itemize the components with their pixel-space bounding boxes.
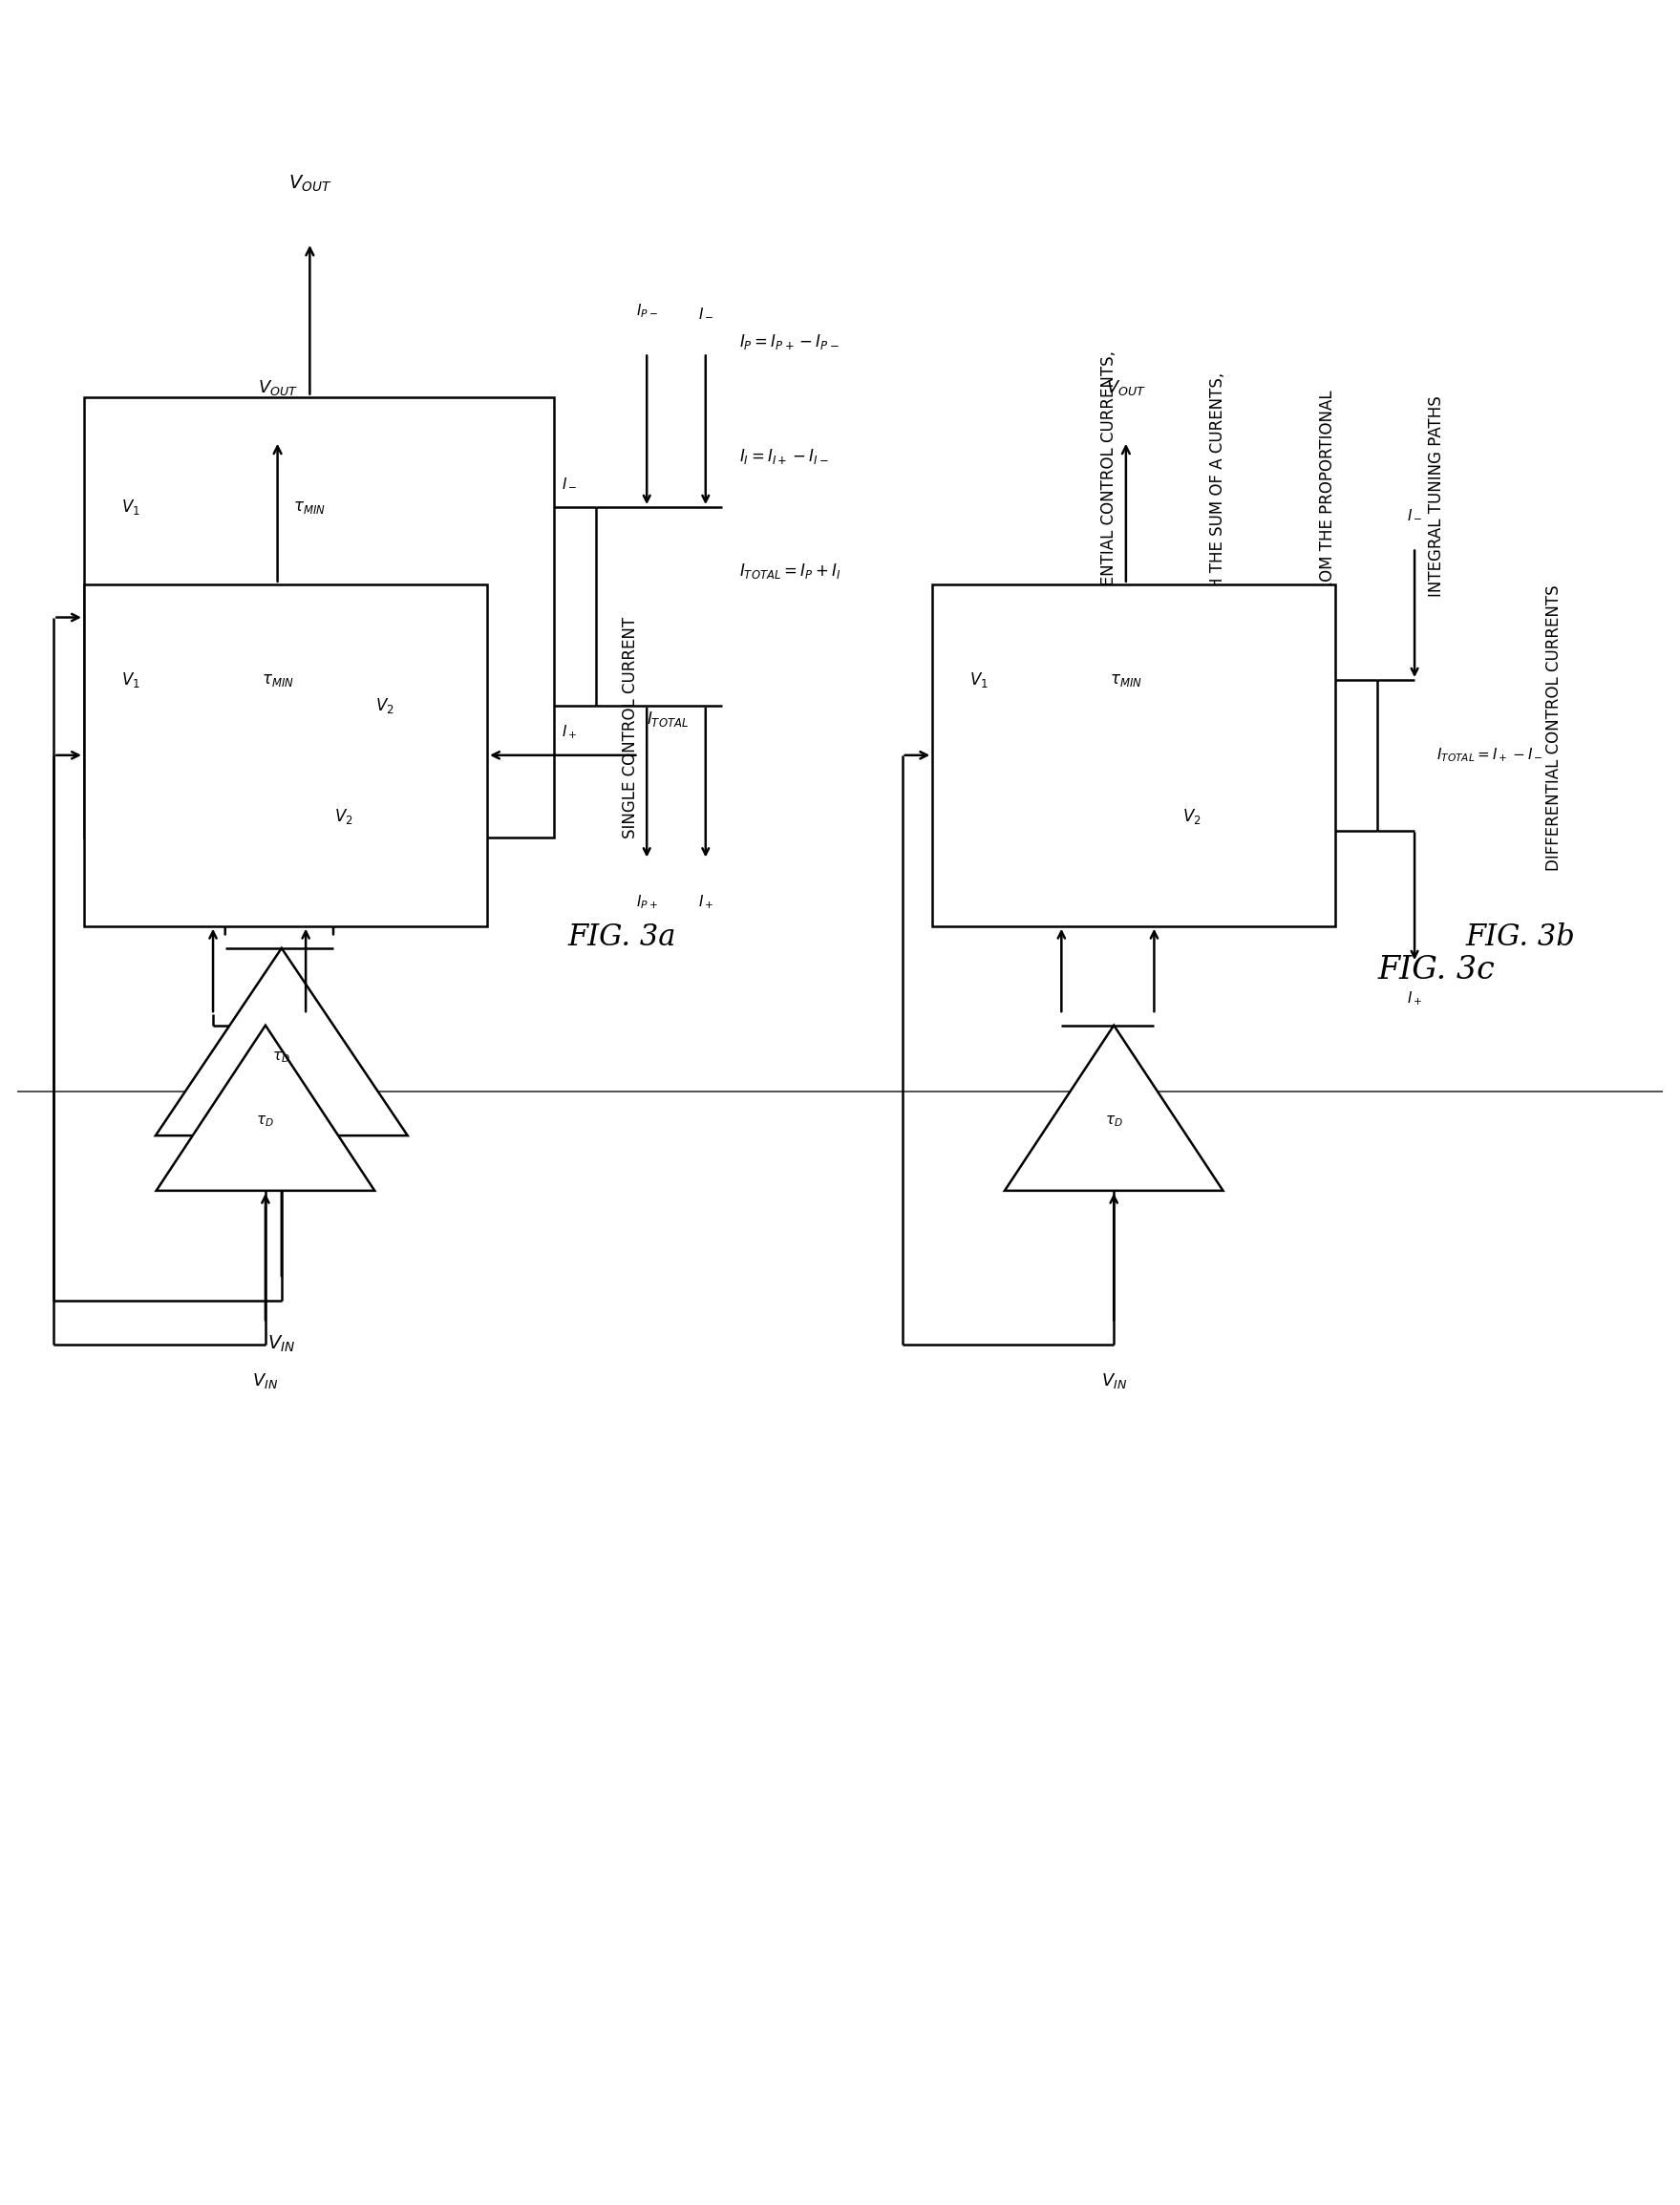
Text: $I_{TOTAL}$: $I_{TOTAL}$ (647, 710, 689, 730)
Text: $V_2$: $V_2$ (376, 697, 395, 714)
Text: $V_{IN}$: $V_{IN}$ (252, 1372, 279, 1391)
Polygon shape (1005, 1025, 1223, 1191)
Text: $\tau_D$: $\tau_D$ (272, 1050, 291, 1065)
Text: DIFFERENTIAL CONTROL CURRENTS: DIFFERENTIAL CONTROL CURRENTS (1546, 584, 1562, 871)
Text: $\tau_D$: $\tau_D$ (1105, 1114, 1122, 1129)
Text: $I_{TOTAL}=I_P+I_I$: $I_{TOTAL}=I_P+I_I$ (739, 562, 842, 580)
Text: DIFFERENTIAL CONTROL CURRENTS,: DIFFERENTIAL CONTROL CURRENTS, (1100, 351, 1117, 642)
Text: $I_+$: $I_+$ (561, 723, 576, 741)
Text: $V_{IN}$: $V_{IN}$ (267, 1334, 296, 1354)
Text: $V_2$: $V_2$ (1183, 807, 1201, 827)
Text: FIG. 3c: FIG. 3c (1378, 955, 1495, 986)
Text: $I_-$: $I_-$ (561, 476, 576, 490)
Text: FIG. 3a: FIG. 3a (568, 922, 675, 953)
Text: $V_1$: $V_1$ (969, 670, 988, 690)
Text: $V_{IN}$: $V_{IN}$ (1100, 1372, 1127, 1391)
Text: $V_1$: $V_1$ (121, 498, 139, 516)
Text: $I_+$: $I_+$ (1406, 990, 1423, 1008)
Text: $V_2$: $V_2$ (334, 807, 353, 827)
Text: EACH THE SUM OF A CURENTS,: EACH THE SUM OF A CURENTS, (1210, 373, 1226, 620)
Text: $\tau_{MIN}$: $\tau_{MIN}$ (262, 673, 294, 688)
Text: $V_{OUT}$: $V_{OUT}$ (289, 174, 331, 194)
Text: FIG. 3b: FIG. 3b (1465, 922, 1576, 953)
Bar (932, 584, 1336, 926)
Text: SINGLE CONTROL CURRENT: SINGLE CONTROL CURRENT (622, 617, 638, 838)
Polygon shape (156, 1025, 375, 1191)
Polygon shape (156, 948, 408, 1136)
Text: INTEGRAL TUNING PATHS: INTEGRAL TUNING PATHS (1428, 395, 1445, 598)
Text: $I_P=I_{P+}-I_{P-}$: $I_P=I_{P+}-I_{P-}$ (739, 333, 838, 351)
Bar (84, 584, 487, 926)
Text: $V_1$: $V_1$ (121, 670, 139, 690)
Text: $I_-$: $I_-$ (697, 306, 714, 320)
Text: $\tau_{MIN}$: $\tau_{MIN}$ (1110, 673, 1142, 688)
Text: $I_{P-}$: $I_{P-}$ (637, 302, 657, 320)
Text: $V_{OUT}$: $V_{OUT}$ (1105, 377, 1146, 397)
Text: $I_-$: $I_-$ (1406, 507, 1423, 520)
Text: $V_{OUT}$: $V_{OUT}$ (257, 377, 297, 397)
Text: $I_+$: $I_+$ (697, 893, 714, 911)
Text: $I_{P+}$: $I_{P+}$ (637, 893, 657, 911)
Bar (84, 397, 554, 838)
Text: $I_I=I_{I+}-I_{I-}$: $I_I=I_{I+}-I_{I-}$ (739, 448, 828, 465)
Text: $\tau_D$: $\tau_D$ (257, 1114, 274, 1129)
Text: $\tau_{MIN}$: $\tau_{MIN}$ (294, 498, 326, 516)
Text: FROM THE PROPORTIONAL: FROM THE PROPORTIONAL (1319, 390, 1336, 602)
Text: $I_{TOTAL}=I_+-I_-$: $I_{TOTAL}=I_+-I_-$ (1436, 745, 1542, 765)
